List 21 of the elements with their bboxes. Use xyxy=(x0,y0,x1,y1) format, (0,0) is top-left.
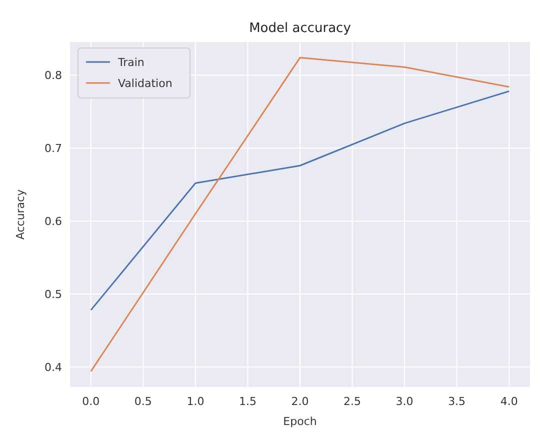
y-tick-label: 0.6 xyxy=(44,214,62,228)
x-tick-label: 2.0 xyxy=(291,395,309,408)
line-series xyxy=(90,90,510,311)
legend-label: Validation xyxy=(118,76,172,90)
x-tick-label: 3.5 xyxy=(448,395,466,408)
x-tick-label: 4.0 xyxy=(500,395,518,408)
x-tick-label: 3.0 xyxy=(396,395,414,408)
x-tick-label: 0.5 xyxy=(134,395,152,408)
y-tick-label: 0.7 xyxy=(44,142,62,155)
chart-title: Model accuracy xyxy=(249,21,352,36)
x-tick-label: 1.0 xyxy=(186,395,204,408)
x-tick-label: 1.5 xyxy=(238,395,256,408)
legend-label: Train xyxy=(117,56,144,69)
y-tick-label: 0.5 xyxy=(44,288,62,301)
x-tick-label: 2.5 xyxy=(344,395,362,408)
y-axis-title: Accuracy xyxy=(14,188,27,240)
x-tick-label: 0.0 xyxy=(82,395,100,408)
x-axis-title: Epoch xyxy=(283,415,317,428)
line-series xyxy=(90,56,510,372)
y-tick-label: 0.8 xyxy=(44,69,62,82)
y-tick-label: 0.4 xyxy=(44,360,62,374)
